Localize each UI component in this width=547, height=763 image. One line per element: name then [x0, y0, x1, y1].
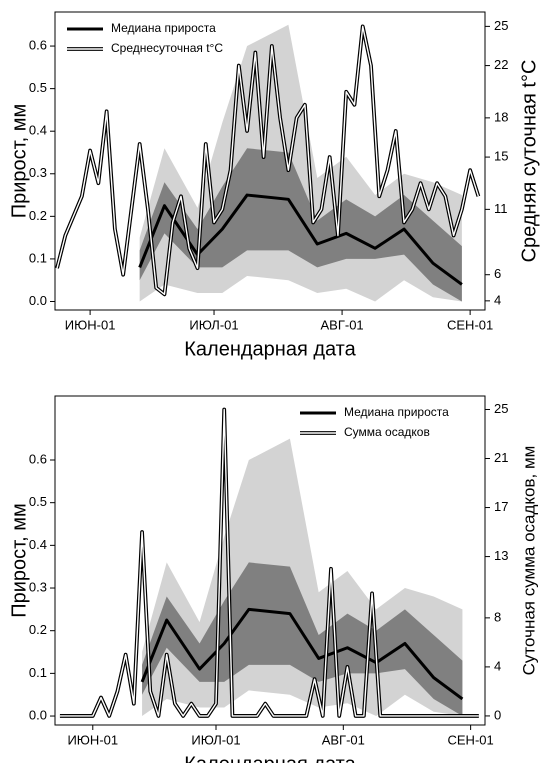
- y2-tick-label: 22: [494, 57, 508, 72]
- legend-label: Медиана прироста: [111, 21, 216, 35]
- y2-tick-label: 8: [494, 609, 501, 624]
- band: [139, 148, 462, 302]
- y-tick-label: 0.5: [29, 494, 47, 509]
- x-tick-label: СЕН-01: [447, 317, 493, 332]
- y2-tick-label: 13: [494, 548, 508, 563]
- y-tick-label: 0.0: [29, 707, 47, 722]
- y-tick-label: 0.6: [29, 451, 47, 466]
- y-axis-label: Прирост, мм: [8, 503, 30, 617]
- y-tick-label: 0.4: [29, 123, 47, 138]
- x-tick-label: ИЮЛ-01: [191, 732, 240, 747]
- y2-axis-label: Суточная сумма осадков, мм: [519, 446, 538, 676]
- x-tick-label: ИЮН-01: [65, 317, 116, 332]
- legend-label: Медиана прироста: [344, 405, 449, 419]
- line-inner: [59, 408, 479, 717]
- y2-tick-label: 25: [494, 401, 508, 416]
- y-tick-label: 0.1: [29, 665, 47, 680]
- y2-tick-label: 11: [494, 201, 508, 216]
- y2-tick-label: 6: [494, 266, 501, 281]
- y-tick-label: 0.5: [29, 80, 47, 95]
- x-tick-label: АВГ-01: [322, 732, 365, 747]
- line: [138, 193, 463, 286]
- y-tick-label: 0.0: [29, 293, 47, 308]
- band: [142, 562, 463, 717]
- x-tick-label: ИЮН-01: [67, 732, 118, 747]
- y2-tick-label: 17: [494, 499, 508, 514]
- line-inner: [56, 25, 480, 296]
- plot-frame: [54, 11, 486, 311]
- y-tick-label: 0.3: [29, 165, 47, 180]
- legend-label: Среднесуточная t°C: [111, 41, 223, 55]
- y-tick-label: 0.1: [29, 250, 47, 265]
- y-axis-label: Прирост, мм: [8, 104, 30, 218]
- plot-frame: [54, 395, 486, 726]
- y2-tick-label: 25: [494, 18, 508, 33]
- x-tick-label: ИЮЛ-01: [189, 317, 238, 332]
- line: [140, 607, 464, 701]
- legend-label: Сумма осадков: [344, 425, 430, 439]
- y2-tick-label: 18: [494, 109, 508, 124]
- y2-tick-label: 15: [494, 149, 508, 164]
- x-axis-label: Календарная дата: [184, 753, 356, 763]
- y2-tick-label: 21: [494, 450, 508, 465]
- y-tick-label: 0.2: [29, 622, 47, 637]
- y-tick-label: 0.2: [29, 208, 47, 223]
- y-tick-label: 0.3: [29, 579, 47, 594]
- y2-tick-label: 0: [494, 707, 501, 722]
- y2-axis-label: Средняя суточная t°C: [518, 60, 540, 263]
- x-tick-label: АВГ-01: [320, 317, 363, 332]
- x-axis-label: Календарная дата: [184, 338, 356, 360]
- x-tick-label: СЕН-01: [448, 732, 494, 747]
- y2-tick-label: 4: [494, 292, 501, 307]
- y2-tick-label: 4: [494, 658, 501, 673]
- y-tick-label: 0.6: [29, 37, 47, 52]
- y-tick-label: 0.4: [29, 537, 47, 552]
